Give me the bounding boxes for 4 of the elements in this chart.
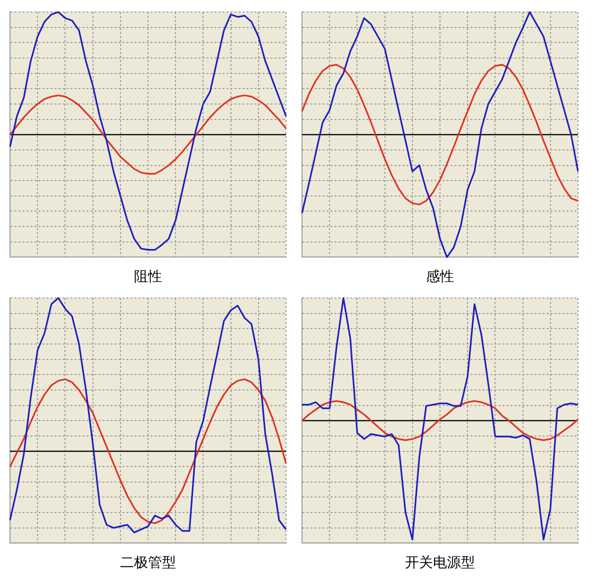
text: 开关电源型 xyxy=(405,555,475,572)
text: 二极管型 xyxy=(120,555,176,572)
text: 阻性 xyxy=(134,269,162,286)
text: 感性 xyxy=(426,269,454,286)
